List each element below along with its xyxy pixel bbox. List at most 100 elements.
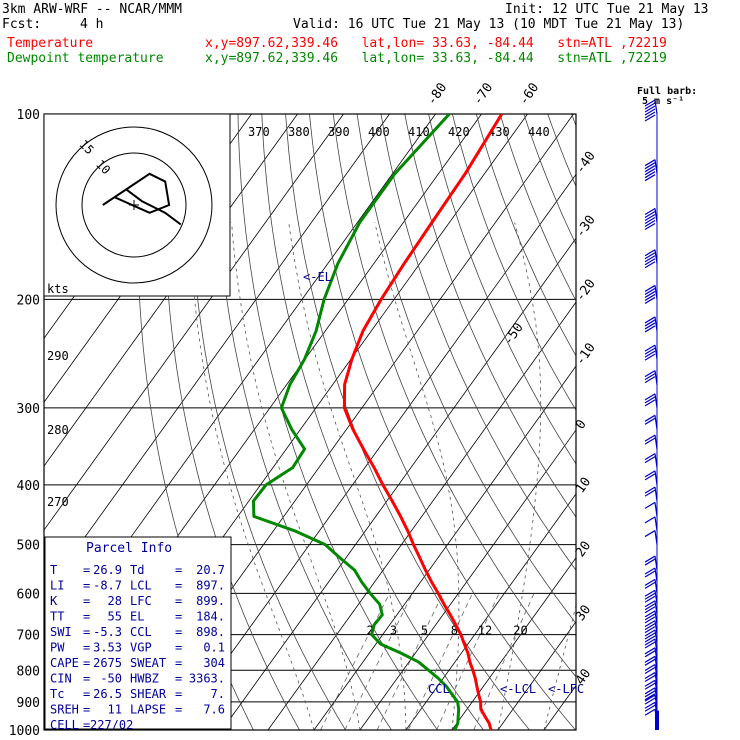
wind-barb-flag: [644, 603, 656, 611]
moist-adiabat-line: [374, 222, 460, 730]
dry-adiabat-line: [237, 114, 438, 730]
wind-barb: [644, 434, 658, 450]
parcel-param-name: LCL: [130, 579, 152, 593]
parcel-param-name: Tc: [50, 687, 64, 701]
wind-barb-flag: [644, 595, 656, 603]
wind-barb-flag: [644, 473, 656, 481]
wind-barb-staff: [654, 453, 658, 468]
wind-barb: [644, 470, 658, 485]
parcel-param-value: 11: [108, 703, 122, 717]
wind-barb-flag: [644, 434, 656, 442]
wind-barb-flag: [644, 399, 656, 407]
isotherm-label: -40: [573, 149, 599, 177]
wind-barb: [644, 610, 658, 625]
parcel-param-value: 0.1: [203, 641, 225, 655]
wind-barb-staff: [654, 629, 658, 645]
parcel-param-eq: =: [175, 703, 182, 717]
hodograph-ring: [81, 152, 187, 258]
wind-barb-flag: [644, 105, 656, 113]
parcel-param-name: CELL: [50, 718, 79, 732]
parcel-param-name: SWI: [50, 625, 72, 639]
parcel-param-value: 26.5: [93, 687, 122, 701]
wind-barb: [644, 99, 658, 122]
isotherm-label: 40: [573, 666, 594, 687]
parcel-param-eq: =: [83, 672, 90, 686]
parcel-param-value: 899.: [196, 594, 225, 608]
parcel-param-eq: =: [175, 610, 182, 624]
dry-adiabat-line: [285, 114, 530, 730]
wind-barb-flag: [644, 693, 656, 701]
wind-barb-flag: [644, 592, 656, 600]
wind-barb-flag: [644, 108, 656, 116]
wind-barb-staff: [654, 370, 658, 385]
model-title: 3km ARW-WRF -- NCAR/MMM: [2, 2, 183, 17]
pressure-tick-label: 700: [17, 629, 40, 644]
isotherm-label: 20: [573, 539, 594, 560]
isotherm-label: -10: [573, 341, 599, 369]
wind-barb-flag: [644, 694, 656, 702]
isotherm-label: 10: [573, 475, 594, 496]
pressure-tick-label: 200: [17, 293, 40, 308]
dry-adiabat-line: [332, 114, 576, 678]
mixing-ratio-label: 2: [367, 624, 374, 638]
moist-adiabat-line: [231, 222, 361, 730]
wind-barb: [644, 600, 658, 615]
wind-barb: [644, 344, 658, 361]
wind-barb-flag: [644, 610, 656, 618]
pressure-tick-label: 900: [17, 696, 40, 711]
wind-barb-flag: [644, 629, 656, 637]
wind-barb-flag: [644, 623, 656, 631]
parcel-param-name: VGP: [130, 641, 152, 655]
wind-barb-flag: [644, 261, 656, 269]
wind-barb-flag: [644, 319, 656, 327]
wind-barb-flag: [644, 578, 656, 586]
wind-barb-flag: [644, 216, 656, 224]
wind-barb-flag: [644, 287, 656, 295]
dry-adiabat-label: 290: [47, 349, 69, 363]
pressure-tick-label: 100: [17, 108, 40, 123]
wind-barb-staff: [654, 680, 658, 695]
wind-barb-flag: [644, 650, 656, 658]
parcel-param-name: LAPSE: [130, 703, 166, 717]
wind-barb-flag: [644, 159, 656, 167]
wind-barb-staff: [654, 415, 658, 430]
dry-adiabat-line: [261, 114, 484, 730]
forecast-hours: 4 h: [80, 17, 104, 32]
parcel-param-eq: =: [83, 718, 90, 732]
wind-barb: [644, 453, 658, 468]
parcel-param-value: 28: [108, 594, 122, 608]
isotherm-line: [267, 301, 576, 730]
isotherm-line: [451, 557, 576, 730]
theta-label: 440: [528, 125, 550, 139]
dry-adiabat-label: 280: [47, 423, 69, 437]
temperature-legend: Temperature: [7, 36, 94, 51]
mixing-ratio-label: 20: [513, 624, 527, 638]
parcel-param-name: Td: [130, 563, 144, 577]
isotherm-line: [405, 493, 576, 730]
wind-barb-flag: [644, 555, 656, 563]
wind-barb: [644, 638, 658, 654]
wind-barb: [644, 694, 658, 710]
parcel-param-name: TT: [50, 610, 64, 624]
wind-barb-flag: [644, 213, 656, 221]
wind-barb-flag: [644, 620, 656, 628]
wind-barb-flag: [644, 616, 656, 624]
parcel-param-eq: =: [175, 641, 182, 655]
wind-barb-flag: [644, 486, 656, 494]
wind-barb-staff: [654, 393, 658, 408]
isotherm-label: 30: [573, 603, 594, 624]
parcel-param-value: -8.7: [93, 579, 122, 593]
wind-barb-staff: [654, 208, 658, 223]
wind-barb-flag: [644, 682, 656, 690]
moist-adiabat-line: [189, 222, 315, 730]
wind-barb-staff: [654, 249, 658, 264]
parcel-param-name: K: [50, 594, 58, 608]
wind-barb-flag: [644, 664, 656, 672]
wind-barbs: Full barb:5 m s⁻¹: [637, 86, 697, 730]
hodograph-trace: [102, 172, 182, 226]
wind-barb-flag: [644, 252, 656, 260]
isotherm-line: [497, 620, 576, 730]
wind-barb: [644, 620, 658, 635]
